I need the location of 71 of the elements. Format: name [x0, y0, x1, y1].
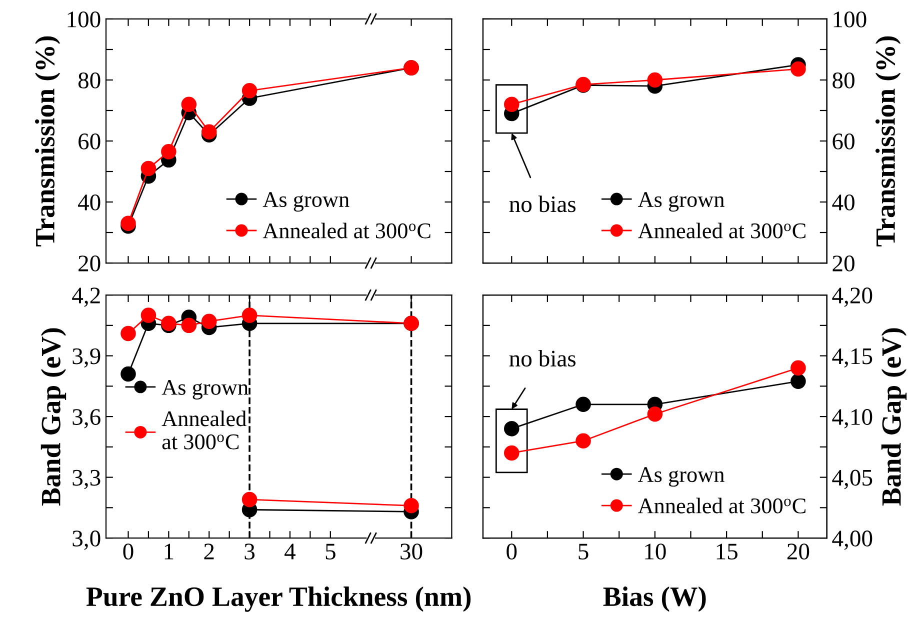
y-tick-label: 40 [78, 194, 100, 210]
x-tick-label: 5 [578, 544, 588, 560]
x-tick-label: 1 [164, 544, 174, 560]
x-tick-label: 5 [326, 544, 336, 560]
y2-tick-label: 4,00 [832, 530, 872, 550]
x-axis-title: Pure ZnO Layer Thickness (nm) [86, 586, 471, 612]
y-tick-label: 80 [78, 72, 100, 88]
x-tick-label: 30 [400, 544, 422, 560]
x-tick-label: 15 [716, 544, 738, 560]
legend-label: As grown [162, 380, 248, 400]
point [201, 124, 217, 140]
x-tick-label: 0 [123, 544, 134, 560]
point [242, 492, 258, 508]
y2-tick-label: 80 [832, 72, 854, 88]
point [647, 406, 663, 422]
point [790, 360, 806, 376]
y-tick-label: 3,3 [72, 470, 100, 490]
y2-tick-label: 40 [832, 194, 854, 210]
point [576, 396, 591, 412]
legend-label: As grown [638, 192, 724, 212]
point [181, 318, 197, 334]
y2-tick-label: 4,10 [832, 409, 872, 428]
legend-label: Annealed at 300$^{o}$C [162, 410, 246, 450]
point [242, 308, 258, 323]
x-tick-label: 0 [506, 544, 517, 560]
y2-tick-label: 20 [832, 256, 854, 272]
annotation: no bias [509, 196, 576, 212]
y-axis-title: Transmission (%) [34, 36, 60, 246]
x-tick-label: 10 [645, 544, 666, 560]
y2-tick-label: 4,20 [832, 288, 872, 307]
legend-label: Annealed at 300$^{o}$C [638, 222, 806, 238]
x-tick-label: 4 [284, 544, 296, 560]
y-tick-label: 3,0 [72, 530, 100, 550]
x-axis-title: Bias (W) [603, 586, 706, 612]
legend-label: As grown [262, 192, 350, 212]
y-tick-label: 20 [78, 256, 100, 272]
x-tick-label: 20 [787, 544, 810, 560]
point [201, 314, 217, 330]
y2-tick-label: 4,15 [832, 348, 872, 368]
y-tick-label: 60 [78, 133, 100, 150]
point [120, 326, 136, 342]
point [790, 61, 806, 77]
point [181, 96, 197, 112]
y-tick-label: 3,9 [72, 348, 100, 368]
x-tick-label: 2 [204, 544, 214, 560]
point [120, 216, 136, 231]
legend-label: Annealed at 300$^{o}$C [262, 222, 430, 238]
point [504, 421, 520, 436]
annotation: no bias [509, 350, 576, 367]
point [161, 144, 176, 160]
point [504, 445, 520, 461]
point [140, 308, 156, 323]
y2-tick-label: 60 [832, 133, 854, 150]
y2-axis-title: Band Gap (eV) [881, 328, 907, 506]
y2-tick-label: 4,05 [832, 470, 872, 490]
y-axis-title: Band Gap (eV) [40, 328, 66, 506]
point [140, 160, 156, 176]
point [120, 366, 136, 382]
point [242, 83, 258, 98]
point [790, 374, 806, 389]
legend-label: Annealed at 300$^{o}$C [638, 498, 806, 514]
point [576, 433, 591, 448]
y-tick-label: 4,2 [72, 288, 100, 307]
point [404, 498, 419, 514]
x-tick-label: 3 [244, 544, 255, 560]
y2-axis-title: Transmission (%) [875, 36, 901, 246]
point [647, 72, 663, 88]
y-tick-label: 3,6 [72, 409, 100, 428]
legend-label: As grown [638, 467, 724, 487]
y2-tick-label: 100 [834, 11, 866, 28]
y-tick-label: 100 [68, 11, 100, 28]
